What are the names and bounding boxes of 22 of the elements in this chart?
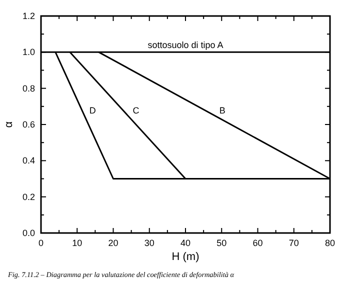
- y-tick-label: 0.4: [22, 156, 35, 166]
- y-tick-label: 1.2: [22, 11, 35, 21]
- x-tick-label: 10: [72, 238, 82, 248]
- x-tick-label: 80: [324, 238, 336, 248]
- x-tick-label: 60: [252, 238, 263, 248]
- x-tick-label: 70: [288, 238, 299, 248]
- x-axis-title: H (m): [172, 251, 200, 263]
- x-tick-label: 0: [38, 238, 44, 248]
- y-tick-label: 0.0: [22, 228, 35, 238]
- series-label: C: [132, 105, 140, 116]
- x-tick-label: 40: [180, 238, 191, 248]
- y-tick-label: 0.8: [22, 83, 35, 94]
- y-tick-label: 0.2: [22, 192, 35, 202]
- x-tick-label: 50: [216, 238, 227, 248]
- x-tick-label: 20: [108, 238, 118, 248]
- y-tick-label: 0.6: [22, 120, 35, 130]
- series-label: sottosuolo di tipo A: [148, 40, 224, 50]
- series-label: D: [89, 105, 96, 116]
- series-label: B: [219, 105, 226, 116]
- y-tick-label: 1.0: [22, 47, 35, 58]
- y-axis-title: α: [3, 120, 15, 128]
- x-tick-label: 30: [144, 238, 154, 248]
